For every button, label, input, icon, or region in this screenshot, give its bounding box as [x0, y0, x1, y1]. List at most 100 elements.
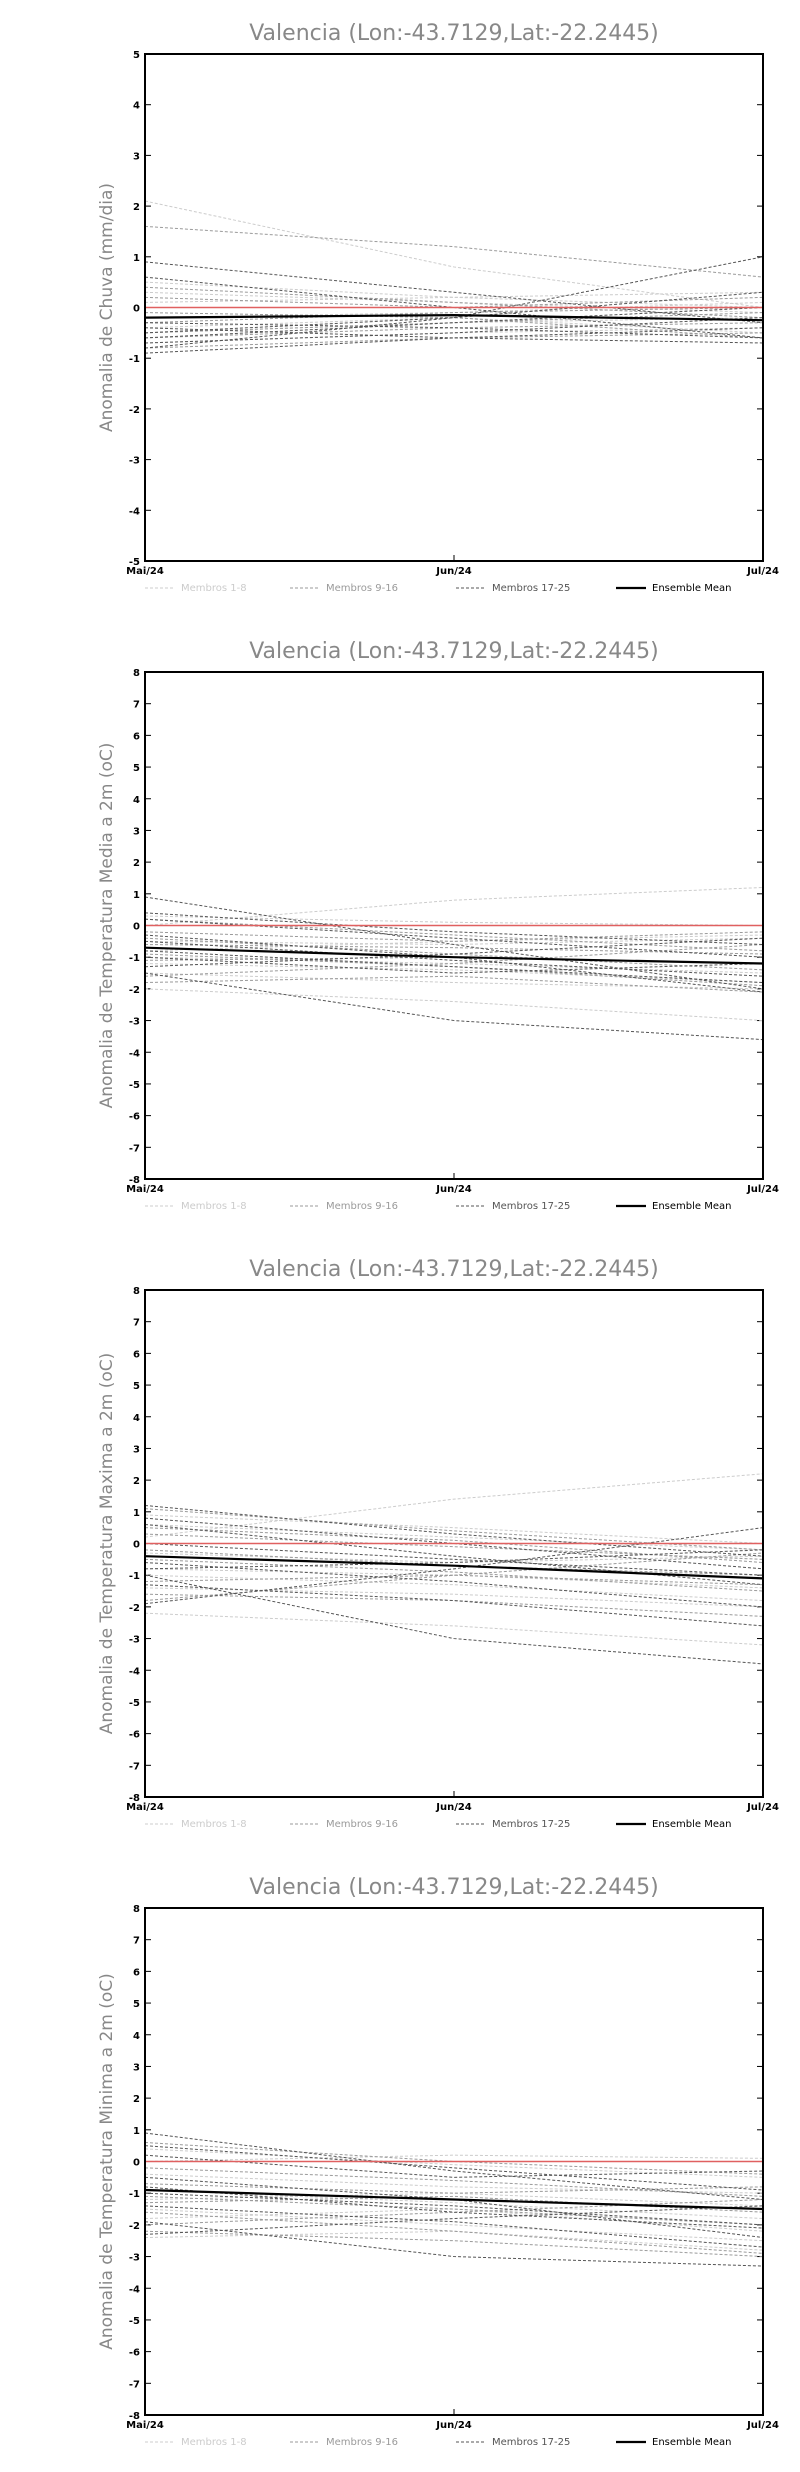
- y-tick-label: -8: [129, 1175, 140, 1186]
- y-tick-label: 6: [133, 1349, 140, 1360]
- member-series-line-6: [144, 1587, 764, 1608]
- y-tick-label: 8: [133, 668, 140, 679]
- x-tick-label: Jun/24: [435, 2420, 472, 2431]
- member-series-line-10: [144, 296, 764, 309]
- ensemble-mean-line: [144, 314, 764, 322]
- member-series-line-25: [144, 1549, 764, 1570]
- y-tick-label: -3: [129, 1017, 140, 1028]
- member-series-line-11: [144, 2195, 764, 2226]
- member-series-line-5: [144, 1552, 764, 1564]
- y-tick-label: -1: [129, 953, 140, 964]
- y-tick-label: 7: [133, 1318, 140, 1329]
- member-series-line-23: [144, 956, 764, 974]
- y-tick-label: 3: [133, 826, 140, 837]
- x-tick-label: Jun/24: [435, 566, 472, 577]
- member-series-line-3: [144, 1568, 764, 1589]
- member-series-line-13: [144, 307, 764, 324]
- ensemble-mean-line: [144, 946, 764, 965]
- member-series-line-22: [144, 291, 764, 334]
- member-series-line-25: [144, 940, 764, 977]
- y-tick-label: 4: [133, 101, 140, 112]
- member-series-line-16: [144, 1527, 764, 1564]
- member-series-line-7: [144, 291, 764, 303]
- y-tick-label: -6: [129, 2348, 140, 2359]
- member-series-line-23: [144, 2205, 764, 2248]
- member-series-line-22: [144, 934, 764, 993]
- member-series-line-20: [144, 2192, 764, 2226]
- chart-title: Valencia (Lon:-43.7129,Lat:-22.2445): [249, 21, 659, 46]
- member-series-line-9: [144, 1552, 764, 1602]
- y-tick-label: 1: [133, 1508, 140, 1519]
- member-series-line-22: [144, 2176, 764, 2239]
- member-series-line-24: [144, 918, 764, 958]
- member-series-line-20: [144, 950, 764, 984]
- member-series-line-18: [144, 1527, 764, 1605]
- y-tick-label: -7: [129, 1761, 140, 1772]
- chart-title: Valencia (Lon:-43.7129,Lat:-22.2445): [249, 1875, 659, 1900]
- y-tick-label: 6: [133, 1967, 140, 1978]
- y-axis-label: Anomalia de Temperatura Media a 2m (oC): [97, 743, 117, 1109]
- y-tick-label: -6: [129, 1730, 140, 1741]
- y-tick-label: 6: [133, 731, 140, 742]
- member-series-line-11: [144, 937, 764, 971]
- member-series-line-14: [144, 975, 764, 993]
- member-series-line-17: [144, 1504, 764, 1557]
- y-tick-label: -2: [129, 2221, 140, 2232]
- member-series-line-12: [144, 2183, 764, 2194]
- y-axis-label: Anomalia de Temperatura Maxima a 2m (oC): [97, 1353, 117, 1735]
- member-series-line-16: [144, 944, 764, 955]
- y-tick-label: 0: [133, 2158, 140, 2169]
- y-tick-label: -5: [129, 557, 140, 568]
- chart-panel-4: Valencia (Lon:-43.7129,Lat:-22.2445) Anom…: [97, 1875, 779, 2448]
- member-series-line-17: [144, 261, 764, 324]
- member-series-line-21: [144, 937, 764, 968]
- y-tick-label: -8: [129, 2411, 140, 2422]
- member-series-line-16: [144, 312, 764, 334]
- member-series-line-9: [144, 225, 764, 278]
- member-series-line-2: [144, 291, 764, 314]
- x-tick-label: Mai/24: [126, 566, 164, 577]
- member-series-line-3: [144, 956, 764, 974]
- y-tick-label: 5: [133, 1381, 140, 1392]
- y-tick-label: 8: [133, 1286, 140, 1297]
- member-series-line-7: [144, 934, 764, 952]
- legend-label-3: Membros 17-25: [492, 1201, 570, 1212]
- y-tick-label: 7: [133, 700, 140, 711]
- ensemble-mean-line: [144, 2188, 764, 2211]
- member-series-line-23: [144, 1584, 764, 1627]
- y-tick-label: 2: [133, 2094, 140, 2105]
- member-series-line-14: [144, 2167, 764, 2197]
- x-tick-label: Jul/24: [746, 566, 779, 577]
- member-series-line-19: [144, 2145, 764, 2191]
- x-tick-label: Jun/24: [435, 1184, 472, 1195]
- legend-label-3: Membros 17-25: [492, 1819, 570, 1830]
- member-series-line-17: [144, 2132, 764, 2201]
- y-tick-label: -3: [129, 456, 140, 467]
- member-series-line-25: [144, 307, 764, 339]
- member-series-line-23: [144, 317, 764, 344]
- member-series-line-10: [144, 918, 764, 952]
- y-tick-label: 5: [133, 50, 140, 61]
- member-series-line-17: [144, 896, 764, 990]
- member-series-line-1: [144, 200, 764, 308]
- y-tick-label: 8: [133, 1904, 140, 1915]
- y-tick-label: -2: [129, 405, 140, 416]
- member-series-line-13: [144, 2211, 764, 2254]
- x-tick-label: Jul/24: [746, 1184, 779, 1195]
- member-series-line-10: [144, 2141, 764, 2175]
- member-series-line-25: [144, 2186, 764, 2229]
- y-tick-label: -5: [129, 2316, 140, 2327]
- member-series-line-9: [144, 2199, 764, 2226]
- member-series-line-1: [144, 2154, 764, 2162]
- ensemble-mean-line: [144, 1555, 764, 1580]
- member-series-line-24: [144, 327, 764, 344]
- y-tick-label: -2: [129, 1603, 140, 1614]
- y-tick-label: 2: [133, 202, 140, 213]
- member-series-line-2: [144, 2230, 764, 2251]
- member-series-line-18: [144, 972, 764, 1041]
- y-tick-label: -8: [129, 1793, 140, 1804]
- y-tick-label: -4: [129, 2284, 140, 2295]
- y-tick-label: 4: [133, 1413, 140, 1424]
- legend-label-3: Membros 17-25: [492, 2437, 570, 2448]
- y-tick-label: 1: [133, 253, 140, 264]
